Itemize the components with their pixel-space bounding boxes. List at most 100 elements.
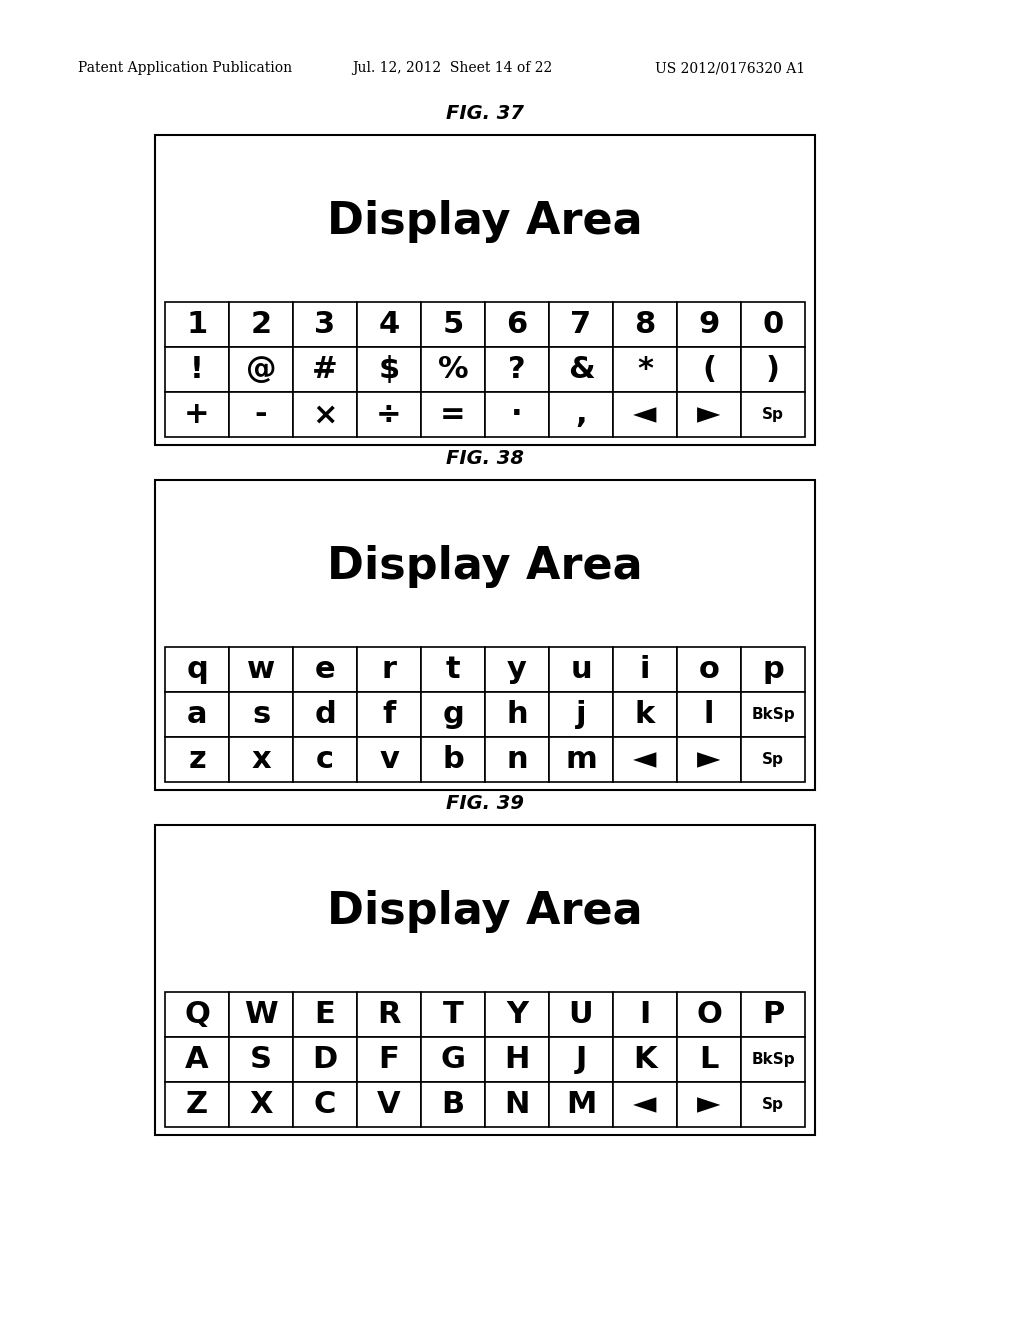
Text: Q: Q [184,1001,210,1030]
Text: =: = [440,400,466,429]
Bar [485,993,549,1038]
Bar [549,738,613,783]
Text: 0: 0 [763,310,783,339]
Text: Jul. 12, 2012  Sheet 14 of 22: Jul. 12, 2012 Sheet 14 of 22 [352,61,552,75]
Bar [549,1082,613,1127]
Bar [613,302,677,347]
Bar [421,302,485,347]
Bar [229,647,293,693]
Text: a: a [186,701,207,730]
Bar [421,738,485,783]
Text: R: R [377,1001,400,1030]
Text: BkSp: BkSp [752,708,795,722]
Bar [293,392,357,437]
Text: &: & [567,355,594,384]
Text: T: T [442,1001,464,1030]
Bar [155,480,815,789]
Text: Z: Z [186,1090,208,1119]
Bar [357,392,421,437]
Text: E: E [314,1001,336,1030]
Bar [357,302,421,347]
Bar [293,302,357,347]
Text: h: h [506,701,527,730]
Bar [677,647,741,693]
Text: -: - [255,400,267,429]
Bar [741,693,805,738]
Text: n: n [506,746,527,775]
Bar [421,647,485,693]
Text: FIG. 38: FIG. 38 [446,449,524,469]
Text: #: # [312,355,338,384]
Bar [485,693,549,738]
Text: 9: 9 [698,310,720,339]
Bar [677,738,741,783]
Bar [677,693,741,738]
Bar [677,1082,741,1127]
Bar [485,647,549,693]
Text: 1: 1 [186,310,208,339]
Bar [613,1082,677,1127]
Bar [229,993,293,1038]
Bar [677,347,741,392]
Text: Sp: Sp [762,1097,784,1113]
Text: v: v [379,746,399,775]
Bar [165,738,229,783]
Text: 2: 2 [251,310,271,339]
Text: ►: ► [697,1090,721,1119]
Bar [293,993,357,1038]
Bar [165,347,229,392]
Bar [357,1038,421,1082]
Bar [229,1038,293,1082]
Bar [165,993,229,1038]
Text: g: g [442,701,464,730]
Text: H: H [504,1045,529,1074]
Text: e: e [314,655,335,684]
Bar [677,302,741,347]
Text: 3: 3 [314,310,336,339]
Bar [357,347,421,392]
Text: Patent Application Publication: Patent Application Publication [78,61,292,75]
Bar [677,1038,741,1082]
Text: K: K [633,1045,656,1074]
Bar [357,1082,421,1127]
Text: B: B [441,1090,465,1119]
Bar [165,392,229,437]
Bar [741,647,805,693]
Text: I: I [639,1001,650,1030]
Bar [613,347,677,392]
Text: m: m [565,746,597,775]
Bar [485,347,549,392]
Text: %: % [437,355,468,384]
Bar [485,738,549,783]
Text: i: i [640,655,650,684]
Text: N: N [504,1090,529,1119]
Bar [421,693,485,738]
Text: l: l [703,701,715,730]
Text: Y: Y [506,1001,528,1030]
Bar [485,392,549,437]
Bar [549,302,613,347]
Text: ,: , [575,400,587,429]
Bar [485,1038,549,1082]
Bar [165,647,229,693]
Text: (: ( [702,355,716,384]
Bar [229,302,293,347]
Bar [677,392,741,437]
Text: Display Area: Display Area [328,890,643,933]
Text: q: q [186,655,208,684]
Text: ►: ► [697,746,721,775]
Bar [613,738,677,783]
Text: Display Area: Display Area [328,201,643,243]
Text: ÷: ÷ [376,400,401,429]
Bar [165,1038,229,1082]
Bar [293,693,357,738]
Bar [165,1082,229,1127]
Text: p: p [762,655,784,684]
Bar [293,1082,357,1127]
Bar [549,993,613,1038]
Text: G: G [440,1045,466,1074]
Text: x: x [251,746,270,775]
Bar [421,1082,485,1127]
Text: S: S [250,1045,272,1074]
Text: *: * [637,355,653,384]
